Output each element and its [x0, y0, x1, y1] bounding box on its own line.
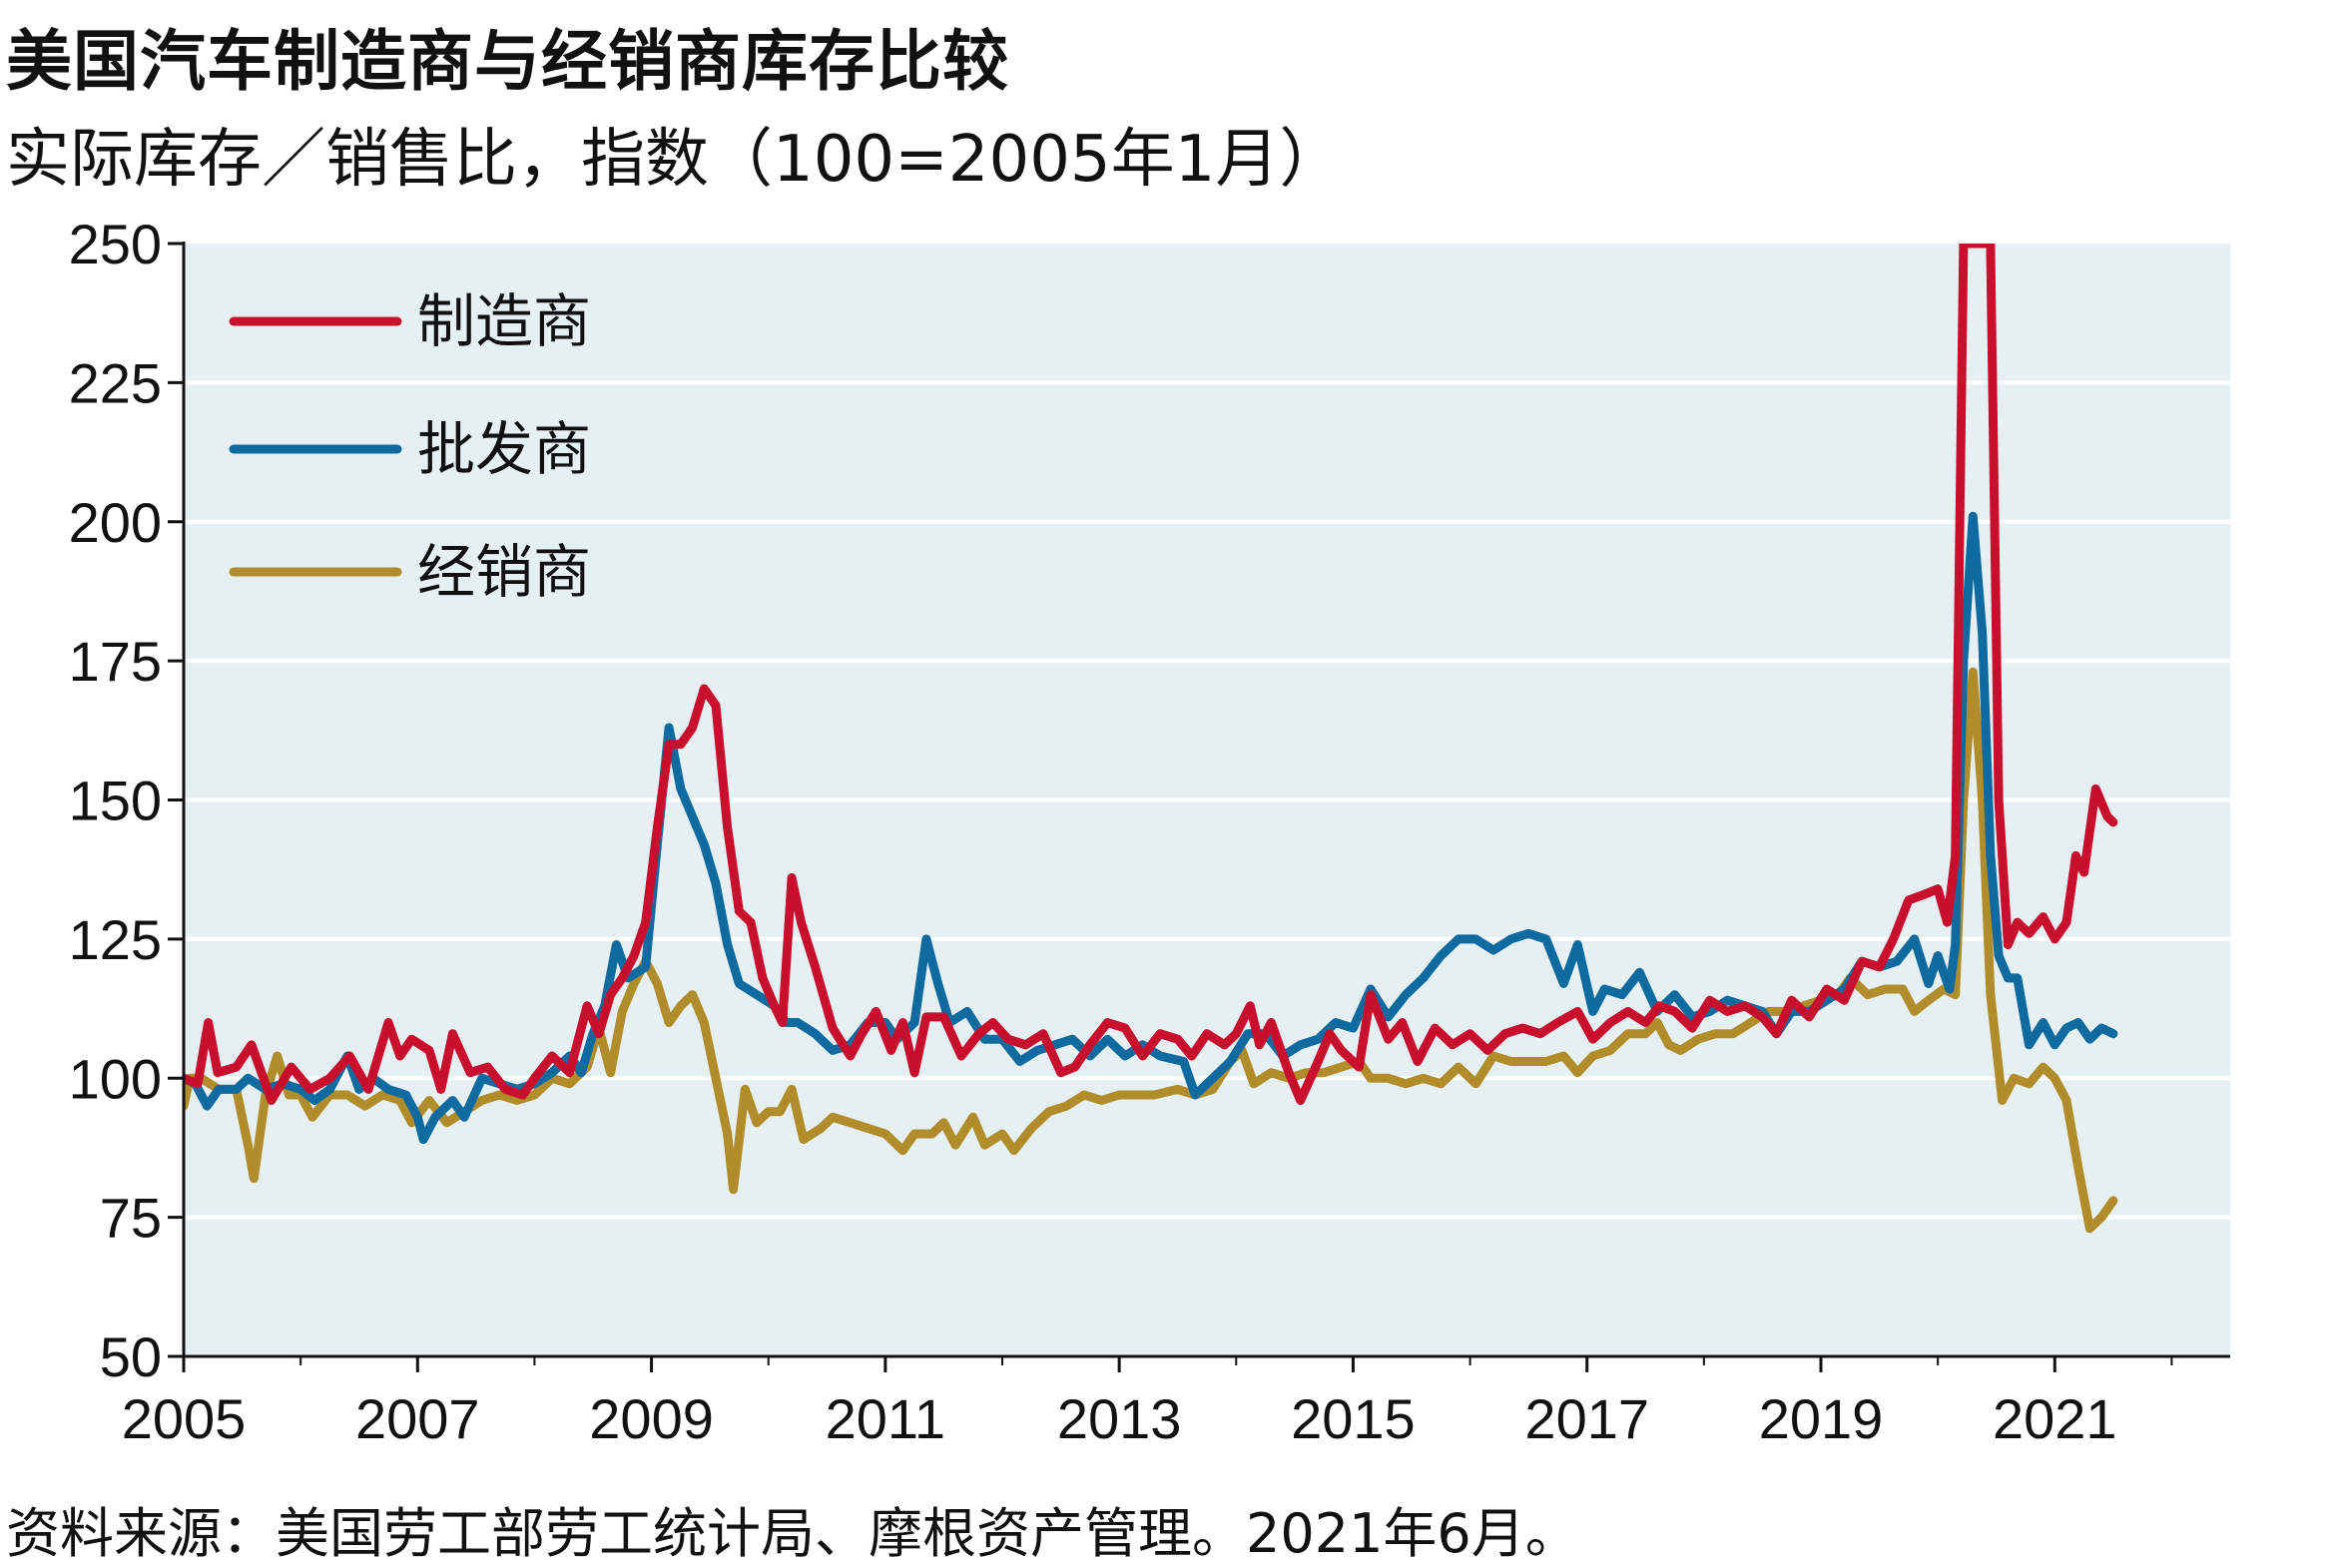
x-tick-label: 2007	[355, 1387, 480, 1450]
x-tick-label: 2011	[826, 1387, 945, 1450]
y-tick-label: 50	[100, 1325, 162, 1388]
legend-label: 批发商	[417, 415, 591, 483]
gridlines	[184, 380, 2230, 1220]
chart-subtitle: 实际库存／销售比，指数（100=2005年1月）	[6, 123, 1344, 197]
y-tick-label: 250	[69, 213, 162, 275]
x-tick-label: 2021	[1993, 1387, 2117, 1450]
x-tick-label: 2005	[122, 1387, 247, 1450]
y-tick-label: 100	[69, 1047, 162, 1110]
series-line-manufacturers	[184, 244, 2118, 1105]
y-tick-label: 150	[69, 770, 162, 832]
source-note: 资料来源：美国劳工部劳工统计局、摩根资产管理。2021年6月。	[6, 1502, 1579, 1565]
x-tick-label: 2013	[1057, 1387, 1182, 1450]
legend-label: 经销商	[417, 538, 591, 606]
x-tick-label: 2015	[1291, 1387, 1416, 1450]
chart-title: 美国汽车制造商与经销商库存比较	[6, 23, 1009, 100]
y-tick-label: 75	[100, 1187, 162, 1250]
y-tick-label: 175	[69, 630, 162, 693]
y-tick-label: 125	[69, 908, 162, 971]
y-tick-label: 200	[69, 491, 162, 554]
y-tick-label: 225	[69, 351, 162, 414]
series-layer	[184, 244, 2118, 1234]
x-tick-label: 2017	[1524, 1387, 1649, 1450]
x-tick-label: 2009	[589, 1387, 714, 1450]
legend-label: 制造商	[417, 287, 591, 355]
axes: 50 75 100 125 150 175 200 225 250 2005 2007 2009 201…	[69, 213, 2230, 1450]
x-tick-label: 2019	[1759, 1387, 1884, 1450]
